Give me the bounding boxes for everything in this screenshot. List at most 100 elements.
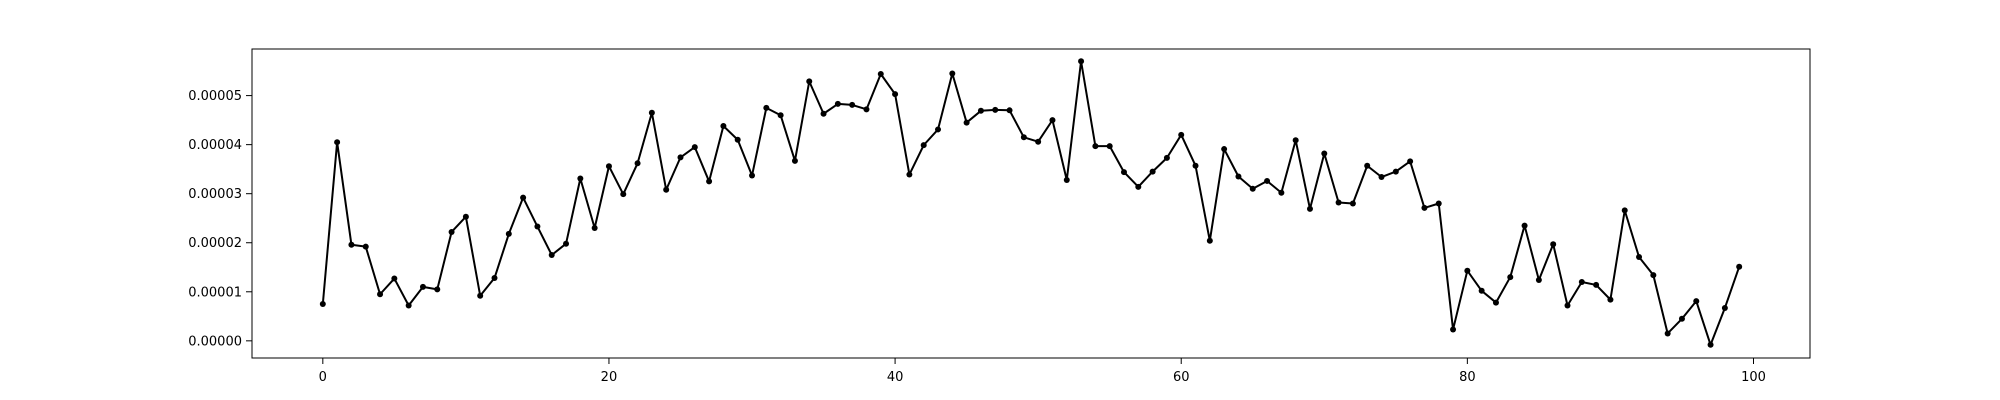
data-point xyxy=(419,283,426,290)
data-point xyxy=(1507,274,1514,281)
x-tick-label: 100 xyxy=(1741,370,1766,385)
y-tick-label: 0.00002 xyxy=(188,236,242,251)
data-point xyxy=(1278,189,1285,196)
data-point xyxy=(1049,117,1056,124)
data-point xyxy=(1564,302,1571,309)
data-point xyxy=(663,186,670,193)
data-point xyxy=(377,291,384,298)
data-point xyxy=(1020,134,1027,141)
data-point xyxy=(520,194,527,201)
data-point xyxy=(1478,287,1485,294)
data-point xyxy=(1264,177,1271,184)
data-point xyxy=(1106,143,1113,150)
y-tick-label: 0.00005 xyxy=(188,89,242,104)
data-point xyxy=(1192,162,1199,169)
data-point xyxy=(863,106,870,113)
data-point xyxy=(605,163,612,170)
data-point xyxy=(1392,168,1399,175)
data-point xyxy=(1464,267,1471,274)
x-tick-label: 40 xyxy=(887,370,904,385)
data-point xyxy=(1206,237,1213,244)
data-point xyxy=(963,119,970,126)
data-point xyxy=(791,157,798,164)
data-point xyxy=(491,275,498,282)
data-point xyxy=(1521,222,1528,229)
data-point xyxy=(591,225,598,232)
data-point xyxy=(1178,131,1185,138)
x-axis: 0 20 40 60 80 100 xyxy=(319,358,1766,385)
data-point xyxy=(1078,58,1085,65)
data-point xyxy=(677,154,684,161)
series-line xyxy=(321,60,1741,346)
y-tick-label: 0.00004 xyxy=(188,138,242,153)
data-point xyxy=(1492,299,1499,306)
data-point xyxy=(1450,326,1457,333)
data-point xyxy=(1335,199,1342,206)
data-point xyxy=(1378,174,1385,181)
data-point xyxy=(935,126,942,133)
data-point xyxy=(1063,176,1070,183)
data-point xyxy=(577,175,584,182)
data-point xyxy=(1249,185,1256,192)
data-point xyxy=(348,241,355,248)
data-point xyxy=(1621,207,1628,214)
x-tick-label: 20 xyxy=(601,370,618,385)
data-point xyxy=(548,252,555,258)
data-point xyxy=(1221,146,1228,153)
y-tick-label: 0.00000 xyxy=(188,334,242,349)
data-point xyxy=(505,230,512,237)
data-point xyxy=(720,123,727,129)
data-point xyxy=(949,70,956,77)
data-point xyxy=(319,301,326,308)
data-point xyxy=(706,178,713,185)
data-point xyxy=(648,109,655,116)
data-point xyxy=(1149,168,1156,175)
data-point xyxy=(977,107,984,114)
y-tick-label: 0.00003 xyxy=(188,187,242,202)
data-point xyxy=(477,292,484,299)
data-point xyxy=(1006,107,1013,114)
data-point xyxy=(892,91,899,98)
data-point xyxy=(691,144,698,151)
data-point xyxy=(1135,183,1142,190)
data-point xyxy=(620,191,627,198)
data-point xyxy=(749,172,756,179)
data-point xyxy=(1292,137,1299,144)
data-point xyxy=(362,243,369,250)
data-point xyxy=(849,101,856,108)
data-point xyxy=(1550,241,1557,248)
y-tick-label: 0.00001 xyxy=(188,285,242,300)
data-point xyxy=(1607,296,1614,303)
data-point xyxy=(1035,138,1042,145)
data-point xyxy=(806,78,813,85)
data-point xyxy=(1721,304,1728,311)
data-point xyxy=(1349,200,1356,207)
data-point xyxy=(1678,315,1685,322)
data-point xyxy=(920,142,927,149)
data-point xyxy=(534,223,541,230)
data-point xyxy=(1435,200,1442,207)
data-point xyxy=(434,286,441,293)
data-point xyxy=(405,302,412,309)
data-point xyxy=(992,106,999,113)
x-tick-label: 80 xyxy=(1459,370,1476,385)
plot-frame xyxy=(251,48,1811,359)
data-point xyxy=(1407,158,1414,165)
data-point xyxy=(1120,169,1127,176)
data-point xyxy=(1235,173,1242,180)
data-point xyxy=(1163,154,1170,161)
data-point xyxy=(777,112,784,119)
series-layer xyxy=(319,58,1743,348)
data-point xyxy=(877,71,884,78)
data-point xyxy=(1421,204,1428,211)
data-point xyxy=(1092,143,1099,150)
data-point xyxy=(763,104,770,111)
data-point xyxy=(334,139,341,146)
data-point xyxy=(734,136,741,143)
data-point xyxy=(634,160,641,167)
x-tick-label: 0 xyxy=(319,370,327,385)
data-point xyxy=(462,213,469,220)
y-axis: 0.00000 0.00001 0.00002 0.00003 0.00004 0.000… xyxy=(188,89,252,349)
data-point xyxy=(1693,298,1700,305)
